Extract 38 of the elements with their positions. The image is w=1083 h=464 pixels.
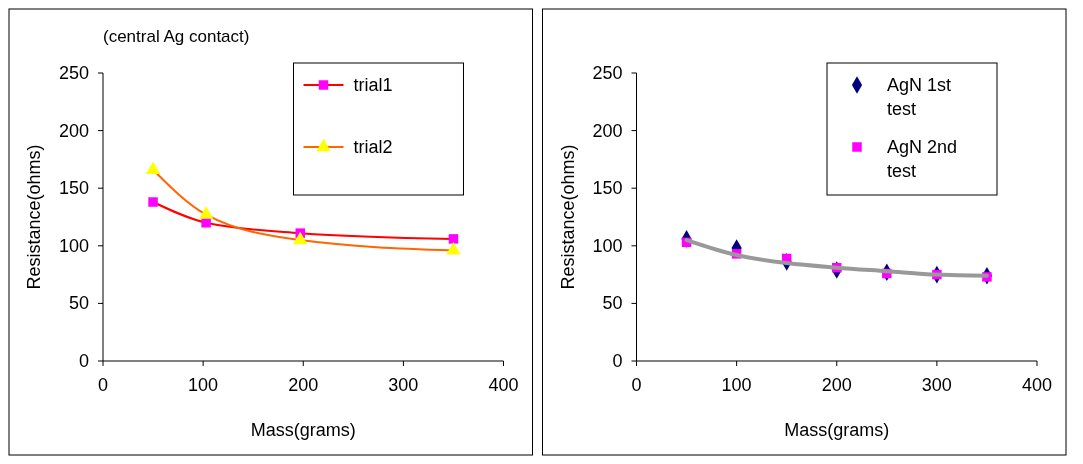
y-tick-label: 100 <box>58 235 89 256</box>
y-tick-label: 50 <box>68 293 89 314</box>
chart-title: (central Ag contact) <box>103 27 250 46</box>
y-tick-label: 50 <box>602 293 623 314</box>
y-tick-label: 250 <box>592 63 623 83</box>
legend-label: trial1 <box>353 75 393 95</box>
x-axis-title: Mass(grams) <box>784 420 890 440</box>
legend-label: AgN 2nd test <box>887 137 958 181</box>
x-tick-label: 200 <box>288 375 319 395</box>
x-tick-label: 400 <box>1021 375 1053 395</box>
legend-label: AgN 1st test <box>887 75 952 119</box>
x-tick-label: 100 <box>721 375 752 395</box>
x-tick-label: 300 <box>921 375 952 395</box>
y-tick-label: 250 <box>58 63 89 83</box>
y-tick-label: 150 <box>58 178 89 199</box>
y-tick-label: 200 <box>592 120 623 141</box>
legend-label: trial2 <box>353 137 393 157</box>
y-tick-label: 100 <box>592 235 623 256</box>
point <box>448 234 459 244</box>
point <box>446 242 461 255</box>
y-tick-label: 0 <box>612 351 623 371</box>
x-tick-label: 0 <box>97 375 109 395</box>
x-tick-label: 200 <box>821 375 852 395</box>
point <box>145 161 161 174</box>
x-tick-label: 300 <box>388 375 419 395</box>
y-tick-label: 200 <box>58 120 89 141</box>
y-tick-label: 0 <box>78 351 89 371</box>
point <box>148 197 158 207</box>
point <box>293 231 308 245</box>
x-tick-label: 100 <box>188 375 219 395</box>
point <box>198 206 214 219</box>
x-tick-label: 400 <box>488 375 519 395</box>
x-tick-label: 0 <box>631 375 642 395</box>
point <box>201 218 211 228</box>
y-axis-title: Resistance(ohms) <box>557 144 578 290</box>
y-axis-title: Resistance(ohms) <box>24 144 44 290</box>
x-axis-title: Mass(grams) <box>250 420 356 440</box>
y-tick-label: 150 <box>592 178 623 199</box>
